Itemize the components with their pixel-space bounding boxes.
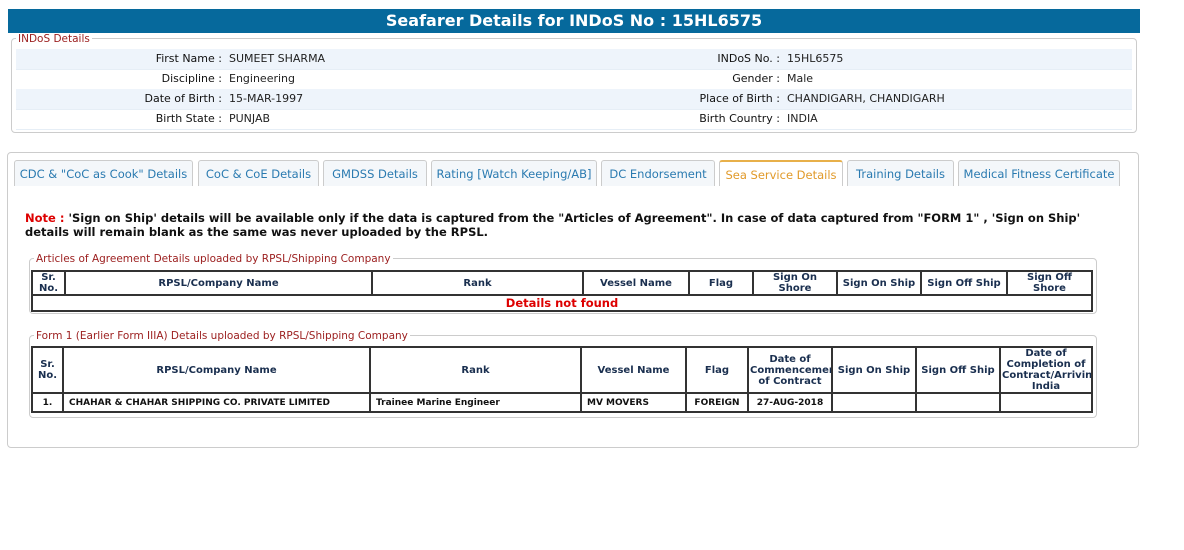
column-header: RPSL/Company Name — [64, 270, 373, 296]
data-row: 1. CHAHAR & CHAHAR SHIPPING CO. PRIVATE L… — [31, 392, 1093, 413]
column-header: Vessel Name — [582, 270, 690, 296]
header-row: Sr. No. RPSL/Company Name Rank Vessel Name F… — [31, 346, 1093, 394]
field-value: 15-MAR-1997 — [229, 92, 304, 105]
tab[interactable]: CoC & CoE Details — [198, 160, 319, 186]
tab[interactable]: GMDSS Details — [323, 160, 427, 186]
detail-row: First Name : SUMEET SHARMA INDoS No. : 15HL… — [16, 49, 1132, 70]
cell: FOREIGN — [685, 392, 749, 413]
cell: 27-AUG-2018 — [747, 392, 833, 413]
tab[interactable]: CDC & "CoC as Cook" Details — [14, 160, 193, 186]
field-value: 15HL6575 — [787, 52, 844, 65]
aoa-fieldset: Articles of Agreement Details uploaded b… — [29, 253, 1097, 314]
field-value: PUNJAB — [229, 112, 271, 125]
field-label: First Name : — [155, 52, 222, 65]
tab[interactable]: Medical Fitness Certificate — [958, 160, 1120, 186]
tab[interactable]: Sea Service Details — [719, 160, 843, 186]
field-label: Place of Birth : — [699, 92, 780, 105]
column-header: Rank — [369, 346, 582, 394]
field-value: CHANDIGARH, CHANDIGARH — [787, 92, 945, 105]
indos-fieldset: INDoS Details First Name : SUMEET SHARMA I… — [11, 33, 1137, 133]
fieldset-legend: Articles of Agreement Details uploaded b… — [34, 253, 393, 265]
note-label: Note : — [25, 211, 65, 225]
column-header: Flag — [685, 346, 749, 394]
column-header: Sign On Shore — [752, 270, 838, 296]
aoa-table: Sr. No. RPSL/Company Name Rank Vessel Name F… — [31, 270, 1093, 312]
column-header: Sign On Ship — [831, 346, 917, 394]
column-header: Sign Off Shore — [1006, 270, 1093, 296]
field-value: INDIA — [787, 112, 818, 125]
detail-row: Discipline : Engineering Gender : Male — [16, 69, 1132, 90]
column-header: Sign Off Ship — [915, 346, 1001, 394]
field-label: Discipline : — [161, 72, 222, 85]
field-value: Male — [787, 72, 814, 85]
cell: Trainee Marine Engineer — [369, 392, 582, 413]
form1-fieldset: Form 1 (Earlier Form IIIA) Details uploa… — [29, 330, 1097, 418]
detail-row: Birth State : PUNJAB Birth Country : INDIA — [16, 109, 1132, 130]
column-header: Date of Commencement of Contract — [747, 346, 833, 394]
cell — [999, 392, 1093, 413]
empty-row: Details not found — [31, 294, 1093, 312]
fieldset-legend: INDoS Details — [16, 33, 92, 45]
column-header: Vessel Name — [580, 346, 687, 394]
tab[interactable]: Training Details — [847, 160, 954, 186]
field-label: INDoS No. : — [717, 52, 780, 65]
field-label: Birth Country : — [699, 112, 780, 125]
detail-row: Date of Birth : 15-MAR-1997 Place of Birth… — [16, 89, 1132, 110]
tab[interactable]: Rating [Watch Keeping/AB] — [431, 160, 597, 186]
page-title: Seafarer Details for INDoS No : 15HL6575 — [8, 9, 1140, 33]
note: Note : 'Sign on Ship' details will be av… — [25, 211, 1095, 239]
field-value: SUMEET SHARMA — [229, 52, 326, 65]
cell: MV MOVERS — [580, 392, 687, 413]
column-header: Flag — [688, 270, 754, 296]
fieldset-legend: Form 1 (Earlier Form IIIA) Details uploa… — [34, 330, 410, 342]
note-text: 'Sign on Ship' details will be available… — [25, 211, 1081, 239]
form1-table: Sr. No. RPSL/Company Name Rank Vessel Name F… — [31, 346, 1093, 413]
tab[interactable]: DC Endorsement — [601, 160, 715, 186]
tab-panel — [7, 152, 1139, 448]
cell: CHAHAR & CHAHAR SHIPPING CO. PRIVATE LIM… — [62, 392, 371, 413]
cell — [915, 392, 1001, 413]
column-header: Sign On Ship — [836, 270, 922, 296]
field-value: Engineering — [229, 72, 295, 85]
field-label: Date of Birth : — [144, 92, 223, 105]
cell — [831, 392, 917, 413]
cell: 1. — [31, 392, 64, 413]
column-header: Sr. No. — [31, 346, 64, 394]
column-header: RPSL/Company Name — [62, 346, 371, 394]
column-header: Sign Off Ship — [920, 270, 1008, 296]
empty-message: Details not found — [31, 294, 1093, 312]
field-label: Birth State : — [155, 112, 222, 125]
column-header: Date of Completion of Contract/Arriving … — [999, 346, 1093, 394]
column-header: Sr. No. — [31, 270, 66, 296]
field-label: Gender : — [732, 72, 780, 85]
column-header: Rank — [371, 270, 584, 296]
header-row: Sr. No. RPSL/Company Name Rank Vessel Name F… — [31, 270, 1093, 296]
